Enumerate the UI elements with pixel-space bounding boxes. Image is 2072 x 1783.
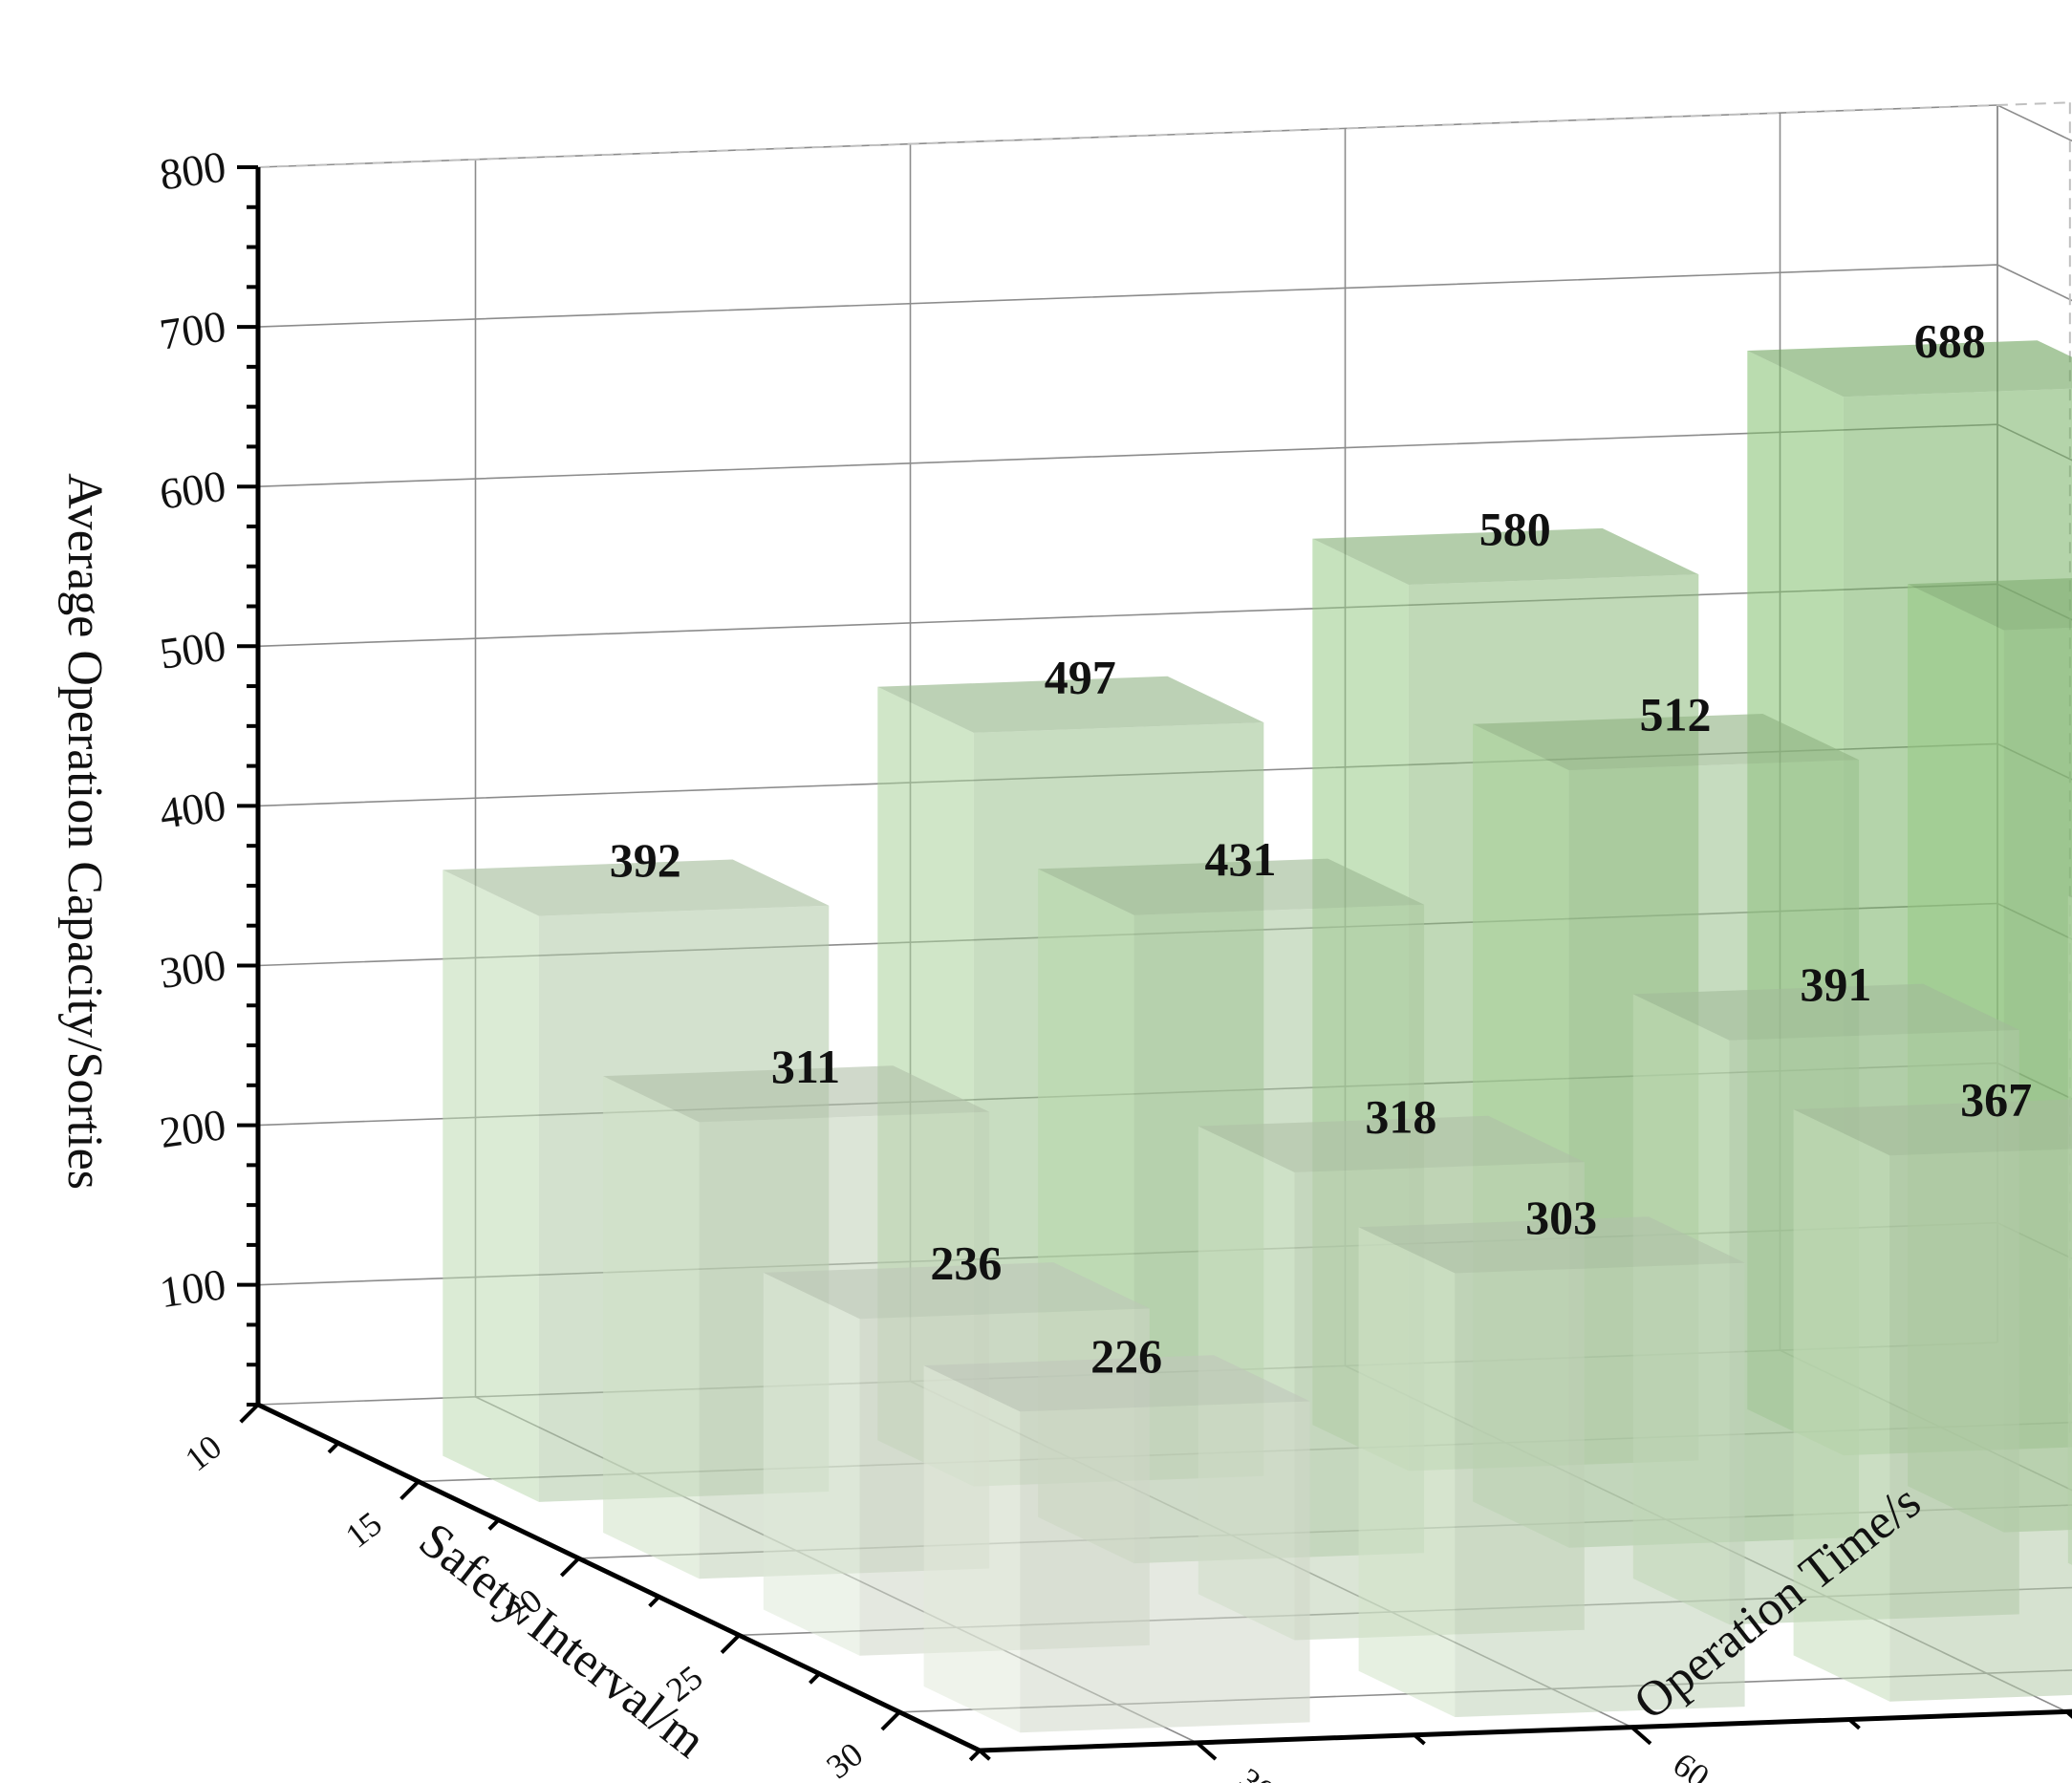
bar-top <box>1632 983 2019 1041</box>
z-tick-label: 500 <box>157 621 228 678</box>
data-label: 226 <box>1090 1329 1162 1383</box>
data-label: 688 <box>1914 314 1986 368</box>
bar-top <box>1198 1115 1585 1172</box>
bars <box>442 340 2072 1733</box>
x-tick <box>327 1441 340 1454</box>
x-tick-label: 15 <box>338 1504 389 1556</box>
x-tick <box>809 1672 821 1685</box>
y-tick <box>978 1749 991 1761</box>
bar-top <box>603 1065 990 1123</box>
z-tick-label: 300 <box>157 940 228 998</box>
bar-face-right <box>1455 1262 1745 1717</box>
x-tick <box>880 1710 901 1731</box>
bar-top <box>1908 578 2072 631</box>
x-tick <box>720 1633 741 1654</box>
x-tick <box>648 1595 660 1608</box>
data-label: 431 <box>1205 832 1277 886</box>
y-tick-label: 30 <box>1231 1760 1282 1783</box>
bar <box>923 1355 1310 1733</box>
data-label: 236 <box>930 1236 1002 1290</box>
x-tick <box>559 1557 580 1578</box>
data-labels: 3924975806883114315125902363183914432263… <box>610 314 2032 1383</box>
bar <box>1358 1216 1745 1717</box>
bar-face-left <box>1358 1227 1456 1717</box>
x-tick <box>239 1403 260 1424</box>
bar <box>1793 1099 2072 1702</box>
y-tick <box>1413 1733 1426 1746</box>
z-tick-label: 200 <box>157 1100 228 1157</box>
z-tick-label: 400 <box>157 781 228 838</box>
x-tick-label: 10 <box>178 1428 228 1479</box>
bar-top <box>2067 895 2072 898</box>
bar-top <box>1747 340 2072 397</box>
bar-face-right <box>1020 1401 1310 1733</box>
data-label: 391 <box>1800 957 1871 1011</box>
x-tick <box>399 1480 421 1501</box>
data-label: 303 <box>1525 1191 1597 1244</box>
x-axis <box>256 1402 982 1753</box>
z-tick-label: 800 <box>157 141 228 199</box>
bar-top <box>923 1355 1310 1412</box>
bar-top <box>1473 714 1860 771</box>
bar-top <box>877 676 1264 733</box>
z-axis-title: Average Operation Capacity/Sorties <box>57 473 112 1190</box>
y-tick <box>1196 1741 1218 1761</box>
data-label: 367 <box>1960 1073 2032 1127</box>
bar-top <box>1312 527 1699 585</box>
z-tick-label: 700 <box>157 301 228 358</box>
y-tick <box>1630 1726 1652 1746</box>
bar-top <box>1038 858 1425 915</box>
z-tick-label: 600 <box>157 462 228 519</box>
data-label: 512 <box>1640 688 1712 741</box>
data-label: 318 <box>1365 1089 1436 1143</box>
bar-top <box>763 1262 1150 1320</box>
bar-face-left <box>1793 1109 1890 1702</box>
bar-top <box>1358 1216 1745 1274</box>
data-label: 497 <box>1045 650 1116 703</box>
data-label: 311 <box>771 1040 840 1093</box>
bar-face-left <box>923 1365 1021 1733</box>
y-tick-label: 60 <box>1666 1745 1716 1783</box>
bar-top <box>1793 1099 2072 1156</box>
bar-face-left <box>763 1272 860 1656</box>
bar-face-right <box>1889 1149 2072 1702</box>
bar-face-left <box>442 870 539 1502</box>
x-tick-label: 30 <box>819 1734 870 1783</box>
data-label: 580 <box>1479 502 1551 555</box>
y-tick <box>1847 1717 1861 1730</box>
bar-top <box>442 859 830 916</box>
x-tick <box>487 1518 501 1531</box>
data-label: 392 <box>610 833 681 887</box>
y-tick <box>2065 1709 2072 1719</box>
x-tick <box>968 1749 982 1762</box>
bar-face-left <box>603 1076 700 1579</box>
z-tick-label: 100 <box>157 1259 228 1317</box>
